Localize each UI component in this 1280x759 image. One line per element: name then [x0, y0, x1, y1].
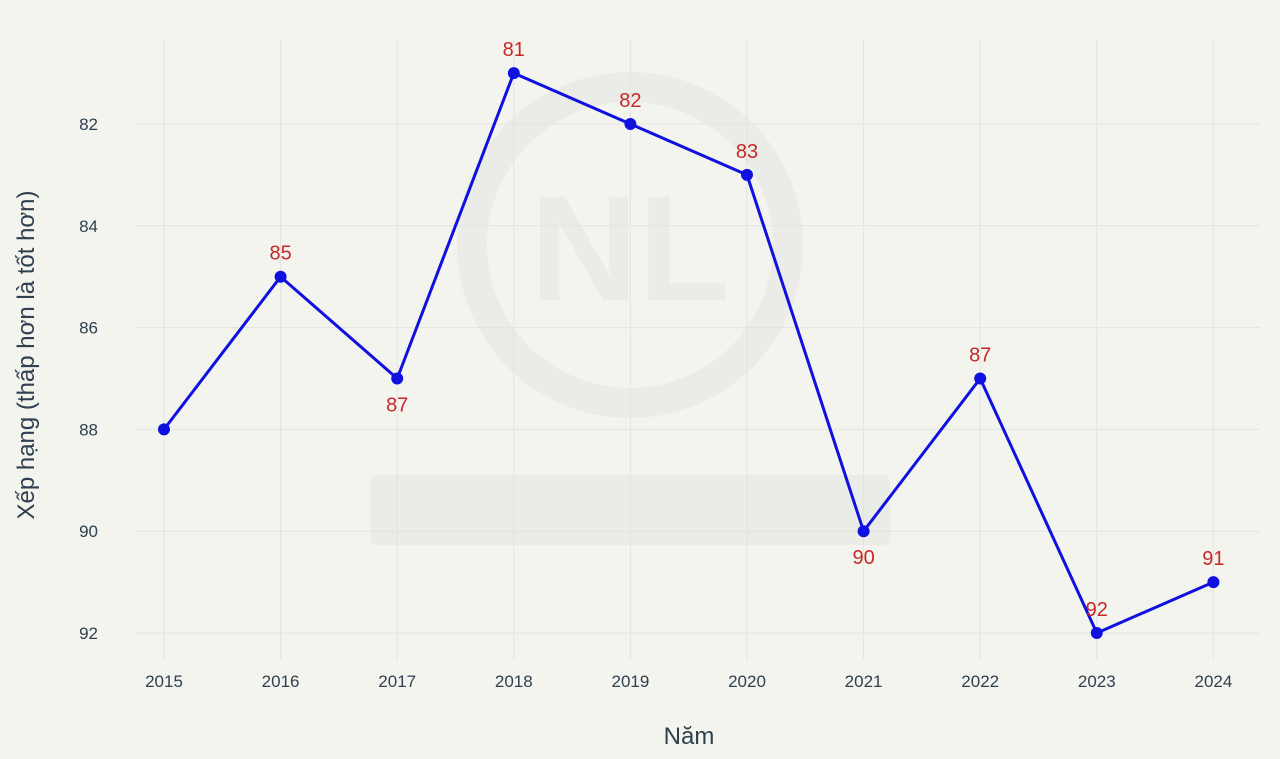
series-line [162, 71, 1215, 635]
y-tick-label: 88 [79, 420, 98, 439]
data-point [507, 67, 520, 80]
x-tick-label: 2021 [845, 672, 883, 691]
x-tick-label: 2018 [495, 672, 533, 691]
y-tick-label: 82 [79, 115, 98, 134]
y-tick-label: 84 [79, 217, 98, 236]
data-label: 90 [852, 547, 874, 569]
x-axis-ticks: 2015 2016 2017 2018 2019 2020 2021 2022 2023 2024 [145, 672, 1232, 691]
data-point [274, 270, 287, 283]
series-group [162, 71, 1215, 635]
x-tick-label: 2022 [961, 672, 999, 691]
x-tick-label: 2016 [262, 672, 300, 691]
data-point [1090, 627, 1103, 639]
data-point [1207, 576, 1220, 589]
data-point [857, 525, 870, 538]
data-label: 85 [269, 243, 291, 265]
data-points [158, 67, 1220, 639]
y-tick-label: 90 [79, 522, 98, 541]
data-label: 91 [1202, 548, 1224, 570]
x-tick-label: 2024 [1194, 672, 1232, 691]
data-point [624, 118, 637, 130]
data-labels: 85 87 81 82 83 90 87 92 91 [269, 39, 1224, 621]
data-label: 82 [619, 90, 641, 112]
x-tick-label: 2015 [145, 672, 183, 691]
data-label: 87 [386, 395, 408, 417]
x-axis-title: Năm [664, 723, 715, 750]
y-axis-ticks: 82 84 86 88 90 92 [79, 115, 98, 643]
horizontal-grid-lines [135, 123, 1260, 634]
x-tick-label: 2017 [378, 672, 416, 691]
data-point [741, 168, 753, 181]
data-label: 83 [736, 141, 758, 163]
vertical-grid-lines [163, 40, 1214, 660]
y-axis-title: Xếp hạng (thấp hơn là tốt hơn) [13, 190, 40, 519]
x-tick-label: 2023 [1078, 672, 1116, 691]
x-tick-label: 2020 [728, 672, 766, 691]
data-label: 87 [969, 345, 991, 367]
y-tick-label: 86 [79, 319, 98, 338]
data-point [158, 423, 170, 436]
data-label: 92 [1086, 599, 1108, 621]
y-tick-label: 92 [79, 624, 98, 643]
data-point [974, 372, 987, 385]
data-label: 81 [503, 39, 525, 61]
x-tick-label: 2019 [611, 672, 649, 691]
data-point [391, 372, 404, 385]
